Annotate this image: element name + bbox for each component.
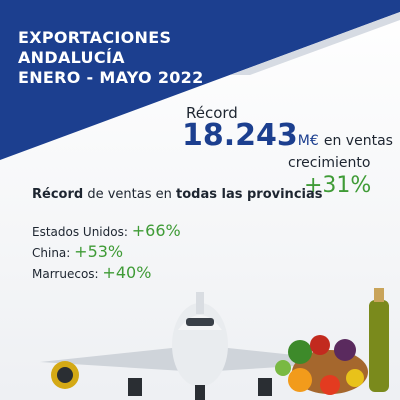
country-value: +66%	[131, 221, 181, 240]
record-unit: M€	[297, 133, 319, 149]
provinces-bold: todas las provincias	[176, 187, 323, 202]
header-line: ANDALUCÍA	[18, 48, 125, 67]
country-name: Estados Unidos:	[32, 225, 128, 239]
header-line: ENERO - MAYO 2022	[18, 68, 204, 87]
country-row: Marruecos: +40%	[32, 263, 151, 282]
record-amount: 18.243	[182, 118, 298, 153]
record-suffix: en ventas	[323, 133, 393, 149]
growth-value: +31%	[304, 173, 372, 198]
accent-stripe	[230, 12, 400, 75]
country-value: +40%	[102, 263, 152, 282]
record-label: Récord	[186, 104, 238, 122]
header-line: EXPORTACIONES	[18, 28, 172, 47]
country-row: Estados Unidos: +66%	[32, 221, 181, 240]
country-row: China: +53%	[32, 242, 123, 261]
produce	[275, 288, 389, 395]
provinces-text: de ventas en	[87, 187, 172, 202]
header-band	[0, 0, 400, 160]
country-name: China:	[32, 246, 71, 260]
provinces-line: Récord de ventas en todas las provincias	[32, 187, 323, 202]
record-line: 18.243M€ en ventas	[182, 118, 393, 153]
country-value: +53%	[74, 242, 124, 261]
provinces-bold: Récord	[32, 187, 84, 202]
country-name: Marruecos:	[32, 267, 99, 281]
growth-label: crecimiento	[288, 155, 371, 171]
